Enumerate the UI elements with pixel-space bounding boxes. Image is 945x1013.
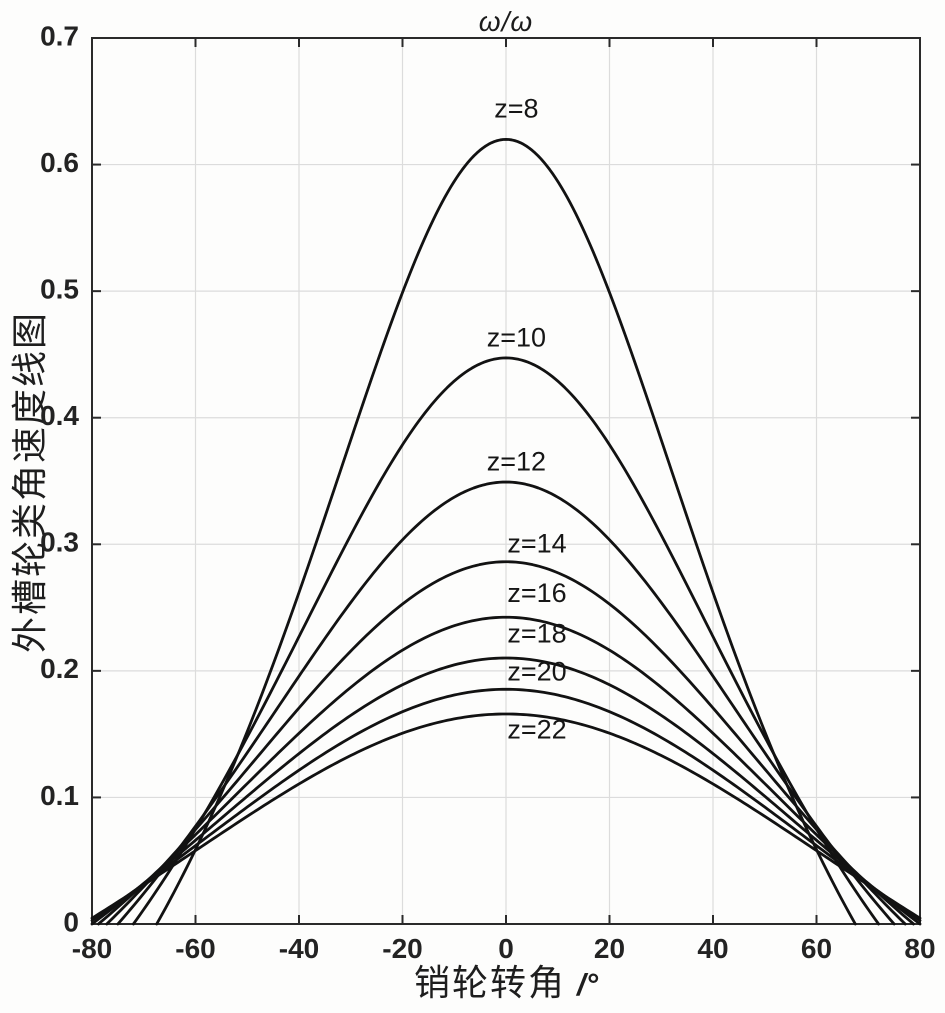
x-tick-label: -80	[72, 933, 112, 964]
curve-z-16	[97, 615, 915, 926]
y-tick-label: 0.4	[40, 400, 79, 431]
curve-label-z-12: z=12	[487, 446, 546, 476]
y-tick-label: 0.6	[40, 147, 79, 178]
x-tick-label: -60	[175, 933, 215, 964]
curve-z-8	[155, 137, 857, 926]
x-tick-label: 20	[594, 933, 625, 964]
y-tick-label: 0.7	[40, 20, 79, 51]
curve-label-z-8: z=8	[494, 93, 538, 123]
x-tick-label: 80	[904, 933, 935, 964]
curve-label-z-14: z=14	[507, 529, 566, 559]
curve-label-z-10: z=10	[487, 322, 546, 352]
y-tick-label: 0.5	[40, 274, 79, 305]
x-axis-label-text: 销轮转角	[413, 963, 566, 1003]
x-tick-label: 40	[697, 933, 728, 964]
y-tick-label: 0	[63, 906, 79, 937]
y-tick-label: 0.2	[40, 653, 79, 684]
curve-label-z-16: z=16	[507, 578, 566, 608]
curve-z-14	[105, 560, 907, 926]
chart-title: ω/ω	[478, 6, 534, 37]
curve-label-z-20: z=20	[507, 657, 566, 687]
curve-z-20	[90, 687, 922, 922]
y-tick-label: 0.1	[40, 780, 79, 811]
curve-z-18	[90, 656, 922, 926]
x-tick-label: 0	[498, 933, 514, 964]
curve-z-10	[132, 356, 880, 926]
curve-label-z-22: z=22	[507, 715, 566, 745]
x-axis-label: 销轮转角 /°	[92, 954, 920, 1006]
y-tick-label: 0.3	[40, 527, 79, 558]
x-tick-label: -40	[279, 933, 319, 964]
x-tick-label: -20	[382, 933, 422, 964]
curve-z-22	[90, 712, 922, 920]
curve-z-12	[116, 480, 896, 926]
curve-label-z-18: z=18	[507, 619, 566, 649]
x-axis-unit: /°	[577, 967, 599, 1002]
x-tick-label: 60	[801, 933, 832, 964]
